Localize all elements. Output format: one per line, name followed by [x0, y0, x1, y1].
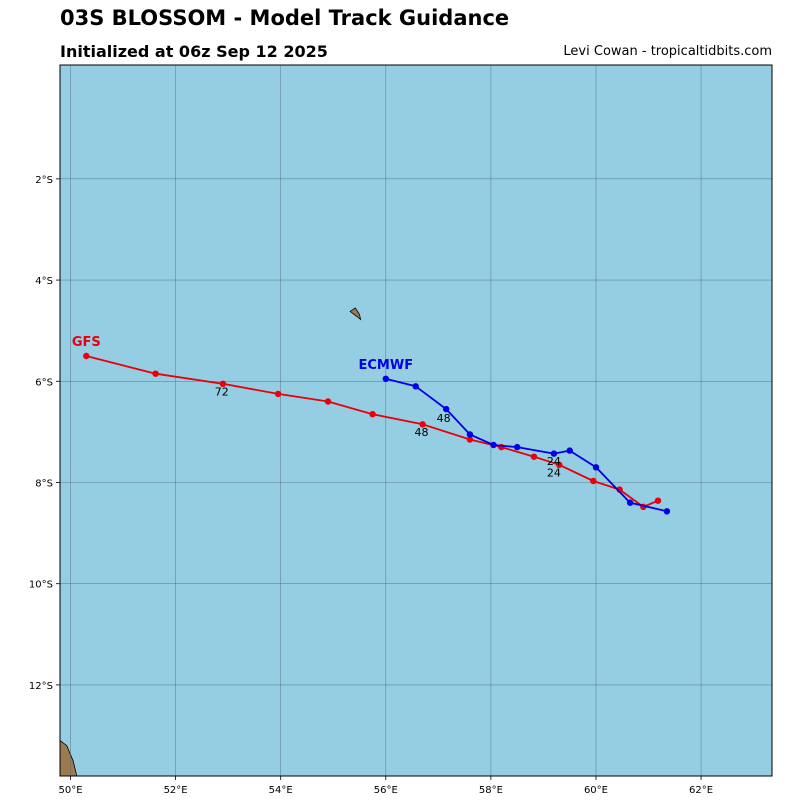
- ecmwf-track-point: [466, 431, 474, 438]
- ecmwf-hour-label: 24: [547, 455, 561, 468]
- lon-tick-label: 58°E: [479, 785, 503, 796]
- gfs-track-point: [530, 453, 538, 460]
- gfs-model-label: GFS: [72, 335, 101, 350]
- gfs-track-point: [419, 421, 426, 428]
- gfs-track-point: [466, 436, 474, 443]
- gfs-track-point: [556, 461, 563, 468]
- axis-labels: 50°E 52°E 54°E 56°E 58°E 60°E 62°E 2°S 4°S 6°S 8°S…: [29, 175, 713, 796]
- lat-tick-label: 8°S: [35, 478, 53, 489]
- page-title: 03S BLOSSOM - Model Track Guidance: [60, 6, 510, 30]
- gfs-track-point: [324, 398, 332, 405]
- gfs-track-point: [274, 390, 282, 398]
- island-land: [349, 307, 362, 321]
- lat-tick-label: 12°S: [29, 681, 53, 692]
- lon-tick-label: 54°E: [269, 785, 293, 796]
- lat-tick-label: 2°S: [35, 175, 53, 186]
- ecmwf-track-point: [443, 405, 450, 413]
- lon-tick-label: 56°E: [374, 785, 398, 796]
- gfs-track-point: [369, 411, 376, 418]
- lon-tick-label: 52°E: [164, 785, 188, 796]
- lon-tick-label: 62°E: [689, 785, 713, 796]
- lat-tick-label: 6°S: [35, 377, 53, 388]
- ecmwf-track-point: [592, 464, 600, 471]
- init-subtitle: Initialized at 06z Sep 12 2025: [60, 42, 328, 61]
- gfs-track-point: [219, 380, 227, 387]
- gfs-track-point: [654, 497, 662, 504]
- credit-text: Levi Cowan - tropicaltidbits.com: [563, 44, 772, 59]
- gfs-hour-label: 48: [415, 426, 429, 439]
- lon-tick-label: 60°E: [584, 785, 608, 796]
- ecmwf-track-point: [412, 383, 419, 390]
- ecmwf-hour-label: 48: [437, 412, 451, 425]
- land-layer: [59, 307, 362, 777]
- gfs-track-point: [590, 477, 597, 485]
- graticule: [60, 65, 772, 776]
- ecmwf-track-point: [663, 508, 671, 515]
- ocean-background: [60, 65, 772, 776]
- ecmwf-track-point: [550, 450, 558, 457]
- gfs-track: 24 48 72 GFS: [72, 335, 662, 510]
- ecmwf-track-point: [626, 499, 634, 506]
- map-frame: [59, 64, 773, 777]
- lat-tick-label: 4°S: [35, 276, 53, 287]
- ecmwf-track-point: [490, 441, 497, 449]
- gfs-track-point: [152, 370, 159, 377]
- lat-tick-label: 10°S: [29, 580, 53, 591]
- ecmwf-track-point: [514, 443, 521, 451]
- lon-tick-label: 50°E: [58, 785, 82, 796]
- gfs-track-point: [83, 352, 90, 360]
- gfs-hour-label: 72: [215, 386, 229, 399]
- ecmwf-track-point: [566, 447, 573, 454]
- ecmwf-model-label: ECMWF: [359, 358, 414, 373]
- model-tracks: 24 48 72 GFS 24 48 ECMWF: [72, 335, 671, 515]
- ecmwf-track-point: [382, 375, 389, 382]
- ecmwf-track: 24 48 ECMWF: [359, 358, 671, 515]
- gfs-hour-label: 24: [547, 466, 561, 479]
